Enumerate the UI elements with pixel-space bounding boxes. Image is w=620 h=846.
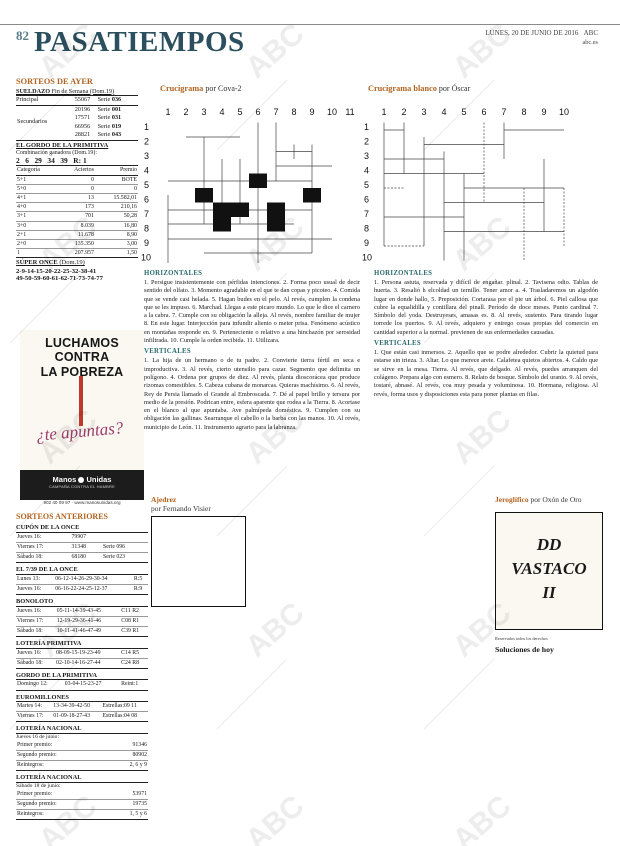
- svg-text:11: 11: [345, 107, 354, 117]
- svg-text:1: 1: [165, 107, 170, 117]
- svg-text:4: 4: [219, 107, 224, 117]
- svg-text:8: 8: [521, 107, 526, 117]
- svg-text:9: 9: [309, 107, 314, 117]
- svg-text:3: 3: [364, 151, 369, 161]
- svg-text:10: 10: [141, 253, 151, 263]
- svg-text:2: 2: [401, 107, 406, 117]
- svg-text:1: 1: [364, 122, 369, 132]
- svg-text:7: 7: [144, 209, 149, 219]
- svg-text:10: 10: [559, 107, 569, 117]
- svg-text:7: 7: [273, 107, 278, 117]
- svg-text:4: 4: [364, 166, 369, 176]
- svg-text:6: 6: [144, 195, 149, 205]
- svg-text:1: 1: [144, 122, 149, 132]
- svg-text:6: 6: [481, 107, 486, 117]
- svg-text:6: 6: [364, 195, 369, 205]
- svg-text:2: 2: [183, 107, 188, 117]
- svg-text:7: 7: [364, 209, 369, 219]
- svg-text:3: 3: [201, 107, 206, 117]
- svg-text:9: 9: [364, 238, 369, 248]
- svg-text:5: 5: [461, 107, 466, 117]
- svg-text:5: 5: [144, 180, 149, 190]
- svg-text:8: 8: [144, 224, 149, 234]
- svg-text:5: 5: [364, 180, 369, 190]
- svg-text:7: 7: [501, 107, 506, 117]
- svg-text:4: 4: [441, 107, 446, 117]
- svg-text:2: 2: [144, 137, 149, 147]
- svg-text:4: 4: [144, 166, 149, 176]
- svg-text:9: 9: [144, 238, 149, 248]
- svg-text:3: 3: [144, 151, 149, 161]
- svg-text:3: 3: [421, 107, 426, 117]
- svg-text:9: 9: [541, 107, 546, 117]
- svg-text:6: 6: [255, 107, 260, 117]
- svg-text:10: 10: [327, 107, 337, 117]
- svg-text:2: 2: [364, 137, 369, 147]
- svg-text:10: 10: [362, 253, 372, 263]
- svg-text:5: 5: [237, 107, 242, 117]
- svg-text:1: 1: [381, 107, 386, 117]
- svg-text:8: 8: [291, 107, 296, 117]
- svg-text:8: 8: [364, 224, 369, 234]
